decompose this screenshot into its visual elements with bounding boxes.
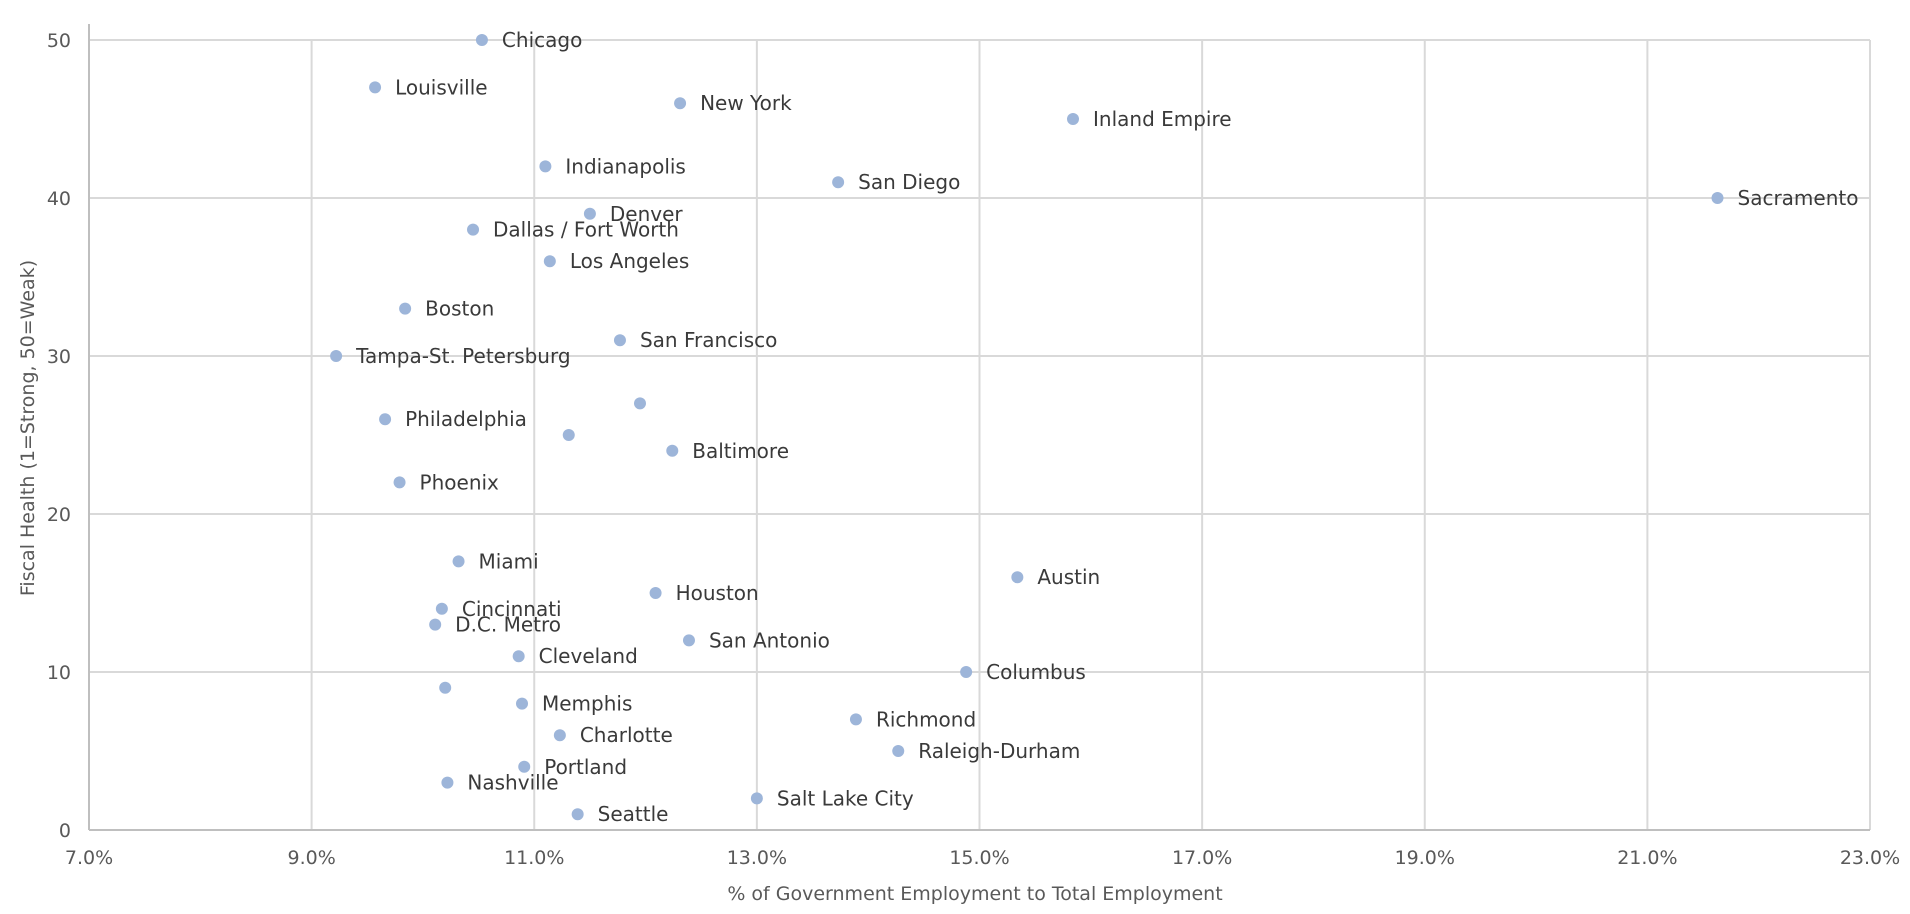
x-tick-label: 7.0% bbox=[65, 847, 113, 869]
axis-layer: 7.0% 9.0% 11.0% 13.0% 15.0% 17.0% 19.0% 21.0% 23… bbox=[47, 24, 1900, 869]
data-point bbox=[475, 34, 488, 46]
data-point bbox=[1711, 192, 1724, 204]
x-tick-label: 19.0% bbox=[1395, 847, 1455, 869]
data-label: Cleveland bbox=[539, 644, 638, 668]
data-point bbox=[649, 587, 662, 599]
data-label: Indianapolis bbox=[565, 154, 685, 178]
data-label: San Francisco bbox=[640, 328, 777, 352]
data-point bbox=[379, 413, 392, 426]
data-point bbox=[1067, 113, 1080, 125]
data-label: Miami bbox=[479, 549, 539, 573]
data-label: Austin bbox=[1037, 565, 1100, 589]
data-point bbox=[330, 350, 343, 362]
data-label: Columbus bbox=[986, 660, 1086, 684]
x-tick-label: 13.0% bbox=[727, 847, 787, 869]
y-tick-label: 0 bbox=[59, 820, 71, 842]
data-point bbox=[960, 666, 973, 678]
data-label: New York bbox=[700, 91, 792, 115]
data-point bbox=[369, 81, 382, 94]
data-point bbox=[399, 302, 412, 315]
data-label: Phoenix bbox=[420, 470, 500, 494]
data-label: San Antonio bbox=[709, 628, 830, 652]
data-label: Chicago bbox=[502, 28, 582, 52]
data-label: Salt Lake City bbox=[777, 786, 914, 810]
data-label: Inland Empire bbox=[1093, 107, 1232, 131]
data-label: Cincinnati bbox=[462, 597, 562, 621]
data-point bbox=[393, 476, 406, 489]
data-point bbox=[892, 745, 905, 757]
data-point bbox=[666, 444, 679, 457]
x-tick-label: 9.0% bbox=[287, 847, 335, 869]
label-layer: Chicago Louisville New York Inland Empire In… bbox=[355, 28, 1858, 826]
data-label: Boston bbox=[425, 297, 494, 321]
data-point bbox=[543, 255, 556, 268]
data-point bbox=[553, 729, 566, 742]
data-point bbox=[435, 602, 448, 615]
x-tick-label: 17.0% bbox=[1172, 847, 1232, 869]
data-point bbox=[439, 681, 452, 694]
grid-layer bbox=[89, 39, 1871, 830]
data-label: Charlotte bbox=[580, 723, 673, 747]
data-point bbox=[562, 429, 575, 441]
data-point bbox=[429, 618, 442, 631]
data-label: Nashville bbox=[467, 771, 558, 795]
y-axis-title: Fiscal Health (1=Strong, 50=Weak) bbox=[17, 260, 39, 596]
data-point bbox=[682, 634, 695, 647]
x-tick-label: 23.0% bbox=[1840, 847, 1900, 869]
y-tick-label: 20 bbox=[47, 504, 71, 526]
data-point bbox=[674, 97, 687, 110]
data-label: Baltimore bbox=[692, 439, 789, 463]
y-tick-label: 40 bbox=[47, 188, 71, 210]
y-tick-label: 10 bbox=[47, 662, 71, 684]
x-axis-title: % of Government Employment to Total Empl… bbox=[727, 883, 1222, 905]
data-point bbox=[518, 760, 531, 773]
data-label: Portland bbox=[544, 755, 627, 779]
data-label: Sacramento bbox=[1738, 186, 1859, 210]
point-layer bbox=[330, 34, 1724, 821]
data-point bbox=[571, 808, 584, 821]
data-point bbox=[633, 397, 646, 410]
x-tick-label: 11.0% bbox=[504, 847, 564, 869]
data-label: Raleigh-Durham bbox=[918, 739, 1080, 763]
data-point bbox=[452, 555, 465, 568]
data-label: Seattle bbox=[598, 802, 669, 826]
data-label: Houston bbox=[676, 581, 759, 605]
data-point bbox=[832, 176, 845, 189]
data-point bbox=[467, 223, 480, 236]
y-tick-label: 30 bbox=[47, 346, 71, 368]
data-label: Memphis bbox=[542, 692, 632, 716]
data-point bbox=[441, 776, 454, 789]
data-point bbox=[613, 334, 626, 347]
data-label: San Diego bbox=[858, 170, 960, 194]
x-tick-label: 15.0% bbox=[949, 847, 1009, 869]
data-point bbox=[583, 207, 596, 220]
data-label: Denver bbox=[610, 202, 684, 226]
data-point bbox=[539, 160, 552, 173]
data-label: Tampa-St. Petersburg bbox=[355, 344, 570, 368]
data-label: Philadelphia bbox=[405, 407, 527, 431]
data-label: Richmond bbox=[876, 707, 976, 731]
data-label: D.C. Metro bbox=[455, 613, 561, 637]
data-point bbox=[516, 697, 529, 710]
data-point bbox=[750, 792, 763, 805]
x-tick-label: 21.0% bbox=[1617, 847, 1677, 869]
data-label: Los Angeles bbox=[570, 249, 689, 273]
data-point bbox=[512, 650, 525, 663]
data-point bbox=[849, 713, 862, 726]
y-tick-label: 50 bbox=[47, 30, 71, 52]
data-label: Dallas / Fort Worth bbox=[493, 218, 679, 242]
data-label: Louisville bbox=[395, 75, 488, 99]
data-point bbox=[1011, 571, 1024, 584]
